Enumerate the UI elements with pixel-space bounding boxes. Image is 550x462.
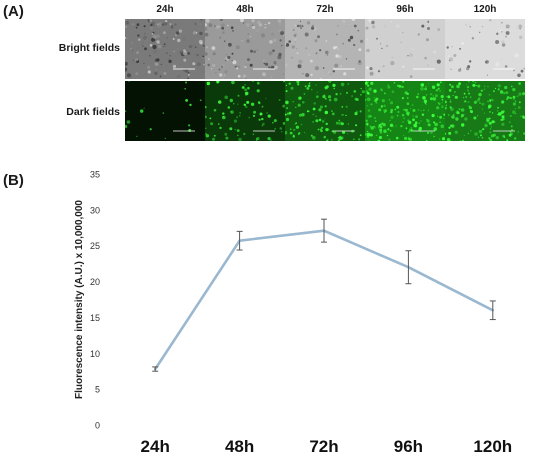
x-tick-label-48h: 48h [225, 437, 254, 456]
y-tick-label-10: 10 [90, 349, 100, 359]
timepoint-label-72h: 72h [316, 4, 334, 15]
micrograph-dark-120h [445, 81, 525, 141]
micrograph-bright-48h [205, 19, 285, 79]
series-line [153, 229, 495, 371]
error-bar-48h [236, 230, 243, 251]
y-axis-title: Fluorescence intensity (A.U.) x 10,000,0… [74, 200, 85, 399]
panel-b-label: (B) [3, 172, 24, 189]
timepoint-label-120h: 120h [473, 4, 497, 15]
error-bar-96h [405, 250, 412, 285]
micrograph-dark-48h [205, 81, 285, 141]
y-tick-label-30: 30 [90, 205, 100, 215]
error-bar-120h [489, 300, 496, 321]
x-tick-label-120h: 120h [473, 437, 512, 456]
y-tick-label-20: 20 [90, 277, 100, 287]
x-tick-label-72h: 72h [309, 437, 338, 456]
row-label-dark-fields: Dark fields [66, 106, 120, 118]
micrograph-bright-96h [365, 19, 445, 79]
x-tick-label-96h: 96h [394, 437, 423, 456]
row-label-bright-fields: Bright fields [58, 42, 120, 54]
timepoint-label-96h: 96h [396, 4, 414, 15]
micrograph-bright-72h [285, 19, 365, 79]
x-tick-label-24h: 24h [141, 437, 170, 456]
micrograph-bright-120h [445, 19, 525, 79]
y-tick-label-5: 5 [95, 385, 100, 395]
timepoint-label-48h: 48h [236, 4, 254, 15]
y-tick-label-35: 35 [90, 170, 100, 180]
y-tick-label-25: 25 [90, 241, 100, 251]
panel-a-label: (A) [3, 3, 24, 20]
y-tick-label-15: 15 [90, 313, 100, 323]
error-bar-72h [321, 218, 327, 243]
micrograph-dark-72h [285, 81, 365, 141]
error-bar-24h [152, 366, 159, 372]
micrograph-dark-96h [365, 81, 445, 141]
timepoint-label-24h: 24h [156, 4, 174, 15]
fluorescence-line-chart: 0 5 10 15 20 25 30 35 Fluorescence intensity (A.… [74, 170, 512, 457]
micrograph-bright-24h [125, 19, 205, 79]
micrograph-dark-24h [125, 81, 205, 141]
y-tick-label-0: 0 [95, 421, 100, 431]
